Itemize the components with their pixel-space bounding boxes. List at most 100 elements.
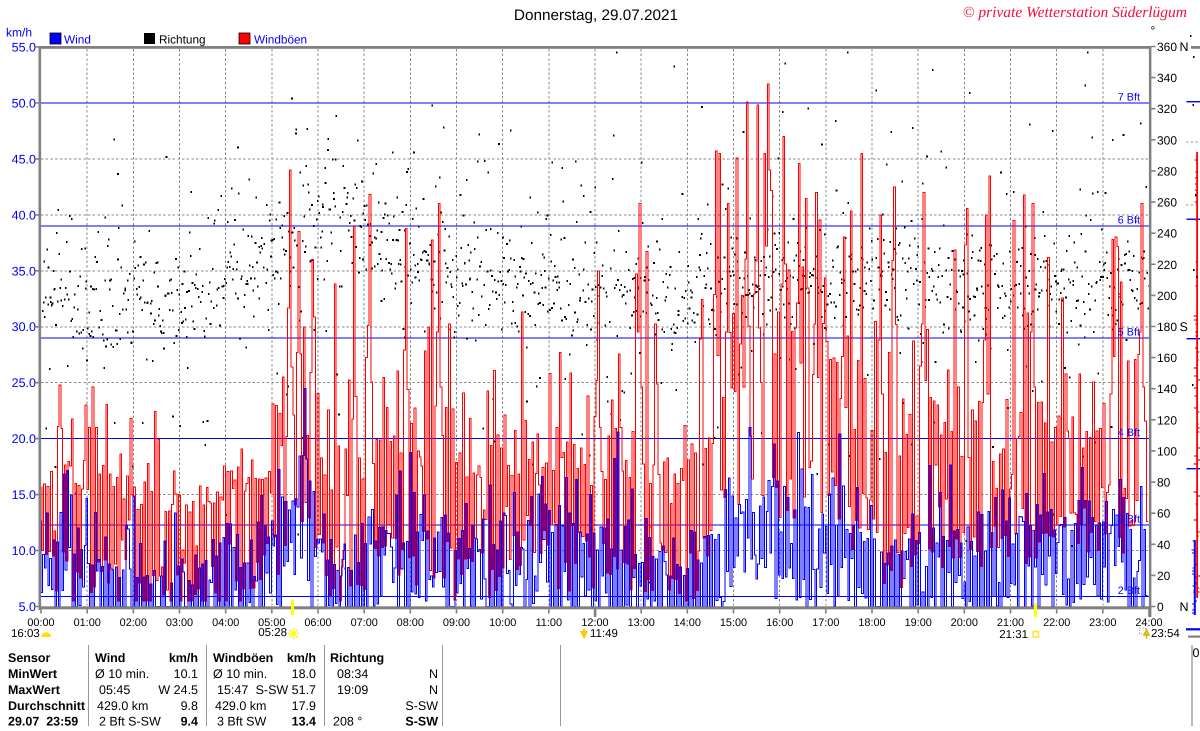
svg-text:© private Wetterstation Süderl: © private Wetterstation Süderlügum [963, 4, 1187, 21]
svg-text:25.0: 25.0 [12, 376, 36, 390]
svg-text:03:00: 03:00 [166, 617, 193, 629]
svg-text:7 Bft: 7 Bft [1118, 92, 1140, 104]
svg-text:Ø 10 min.: Ø 10 min. [95, 667, 149, 681]
svg-text:10.0: 10.0 [12, 544, 36, 558]
svg-text:15:00: 15:00 [720, 617, 747, 629]
svg-text:429.0 km: 429.0 km [215, 699, 266, 713]
svg-text:S-SW 51.7: S-SW 51.7 [256, 683, 316, 697]
svg-text:18.0: 18.0 [292, 667, 316, 681]
svg-text:06:00: 06:00 [304, 617, 331, 629]
svg-text:60: 60 [1157, 507, 1171, 521]
svg-text:00: 00 [1193, 646, 1200, 660]
svg-text:km/h: km/h [6, 26, 32, 40]
svg-text:MaxWert: MaxWert [8, 683, 61, 697]
svg-text:120: 120 [1157, 413, 1177, 427]
svg-text:MinWert: MinWert [8, 667, 58, 681]
svg-text:15.0: 15.0 [12, 488, 36, 502]
svg-text:280: 280 [1157, 164, 1177, 178]
svg-text:23:54: 23:54 [1151, 628, 1180, 640]
svg-text:S-SW: S-SW [405, 715, 438, 727]
svg-text:40.0: 40.0 [12, 208, 36, 222]
svg-text:0: 0 [1157, 600, 1164, 614]
svg-text:N: N [1180, 600, 1189, 614]
svg-text:30.0: 30.0 [12, 320, 36, 334]
svg-text:2 Bft: 2 Bft [1118, 585, 1140, 597]
svg-text:35.0: 35.0 [12, 264, 36, 278]
svg-text:320: 320 [1157, 102, 1177, 116]
svg-text:Donnerstag, 29.07.2021: Donnerstag, 29.07.2021 [514, 7, 678, 24]
svg-text:6 Bft: 6 Bft [1118, 215, 1140, 227]
svg-text:22:00: 22:00 [1043, 617, 1070, 629]
svg-text:Richtung: Richtung [330, 651, 384, 665]
svg-text:16:03: 16:03 [11, 628, 40, 640]
svg-text:Ø 10 min.: Ø 10 min. [213, 667, 267, 681]
svg-text:240: 240 [1157, 227, 1177, 241]
svg-text:200: 200 [1157, 289, 1177, 303]
svg-text:5.0: 5.0 [19, 600, 36, 614]
svg-text:17.9: 17.9 [292, 699, 316, 713]
svg-text:Richtung: Richtung [159, 33, 206, 47]
svg-text:02:00: 02:00 [120, 617, 147, 629]
svg-text:15:47: 15:47 [217, 683, 248, 697]
svg-text:16:00: 16:00 [766, 617, 793, 629]
svg-text:220: 220 [1157, 258, 1177, 272]
svg-text:429.0 km: 429.0 km [97, 699, 148, 713]
svg-text:360: 360 [1157, 40, 1177, 54]
svg-text:29.07 23:59: 29.07 23:59 [8, 715, 78, 727]
svg-text:180: 180 [1157, 320, 1177, 334]
svg-text:°: ° [1151, 24, 1156, 38]
svg-text:300: 300 [1157, 133, 1177, 147]
svg-text:140: 140 [1157, 382, 1177, 396]
svg-text:80: 80 [1157, 476, 1171, 490]
svg-text:45.0: 45.0 [12, 152, 36, 166]
svg-text:260: 260 [1157, 196, 1177, 210]
svg-text:km/h: km/h [287, 651, 316, 665]
svg-text:07:00: 07:00 [351, 617, 378, 629]
svg-text:10.1: 10.1 [174, 667, 198, 681]
svg-text:208 °: 208 ° [333, 715, 362, 727]
svg-text:19:00: 19:00 [905, 617, 932, 629]
svg-text:21:00: 21:00 [997, 617, 1024, 629]
svg-text:5 Bft: 5 Bft [1118, 326, 1140, 338]
svg-text:55.0: 55.0 [12, 41, 36, 55]
svg-text:Windböen: Windböen [254, 33, 307, 47]
svg-text:9.8: 9.8 [181, 699, 198, 713]
svg-text:10:00: 10:00 [489, 617, 516, 629]
svg-text:N: N [1180, 40, 1189, 54]
svg-text:20:00: 20:00 [951, 617, 978, 629]
svg-text:14:00: 14:00 [674, 617, 701, 629]
svg-text:340: 340 [1157, 71, 1177, 85]
svg-text:160: 160 [1157, 351, 1177, 365]
svg-text:40: 40 [1157, 538, 1171, 552]
svg-text:20: 20 [1157, 569, 1171, 583]
svg-text:19:09: 19:09 [337, 683, 368, 697]
svg-text:50.0: 50.0 [12, 97, 36, 111]
svg-text:21:31: 21:31 [999, 629, 1028, 641]
svg-text:Sensor: Sensor [8, 651, 51, 665]
svg-text:17:00: 17:00 [812, 617, 839, 629]
svg-text:08:00: 08:00 [397, 617, 424, 629]
svg-text:20.0: 20.0 [12, 432, 36, 446]
svg-text:N: N [429, 667, 438, 681]
svg-text:05:45: 05:45 [99, 683, 130, 697]
svg-text:01:00: 01:00 [74, 617, 101, 629]
svg-text:Wind: Wind [95, 651, 125, 665]
svg-text:N: N [429, 683, 438, 697]
svg-text:18:00: 18:00 [858, 617, 885, 629]
svg-text:W 24.5: W 24.5 [158, 683, 198, 697]
svg-text:Durchschnitt: Durchschnitt [8, 699, 86, 713]
svg-text:Windböen: Windböen [213, 651, 273, 665]
svg-text:04:00: 04:00 [212, 617, 239, 629]
svg-text:13:00: 13:00 [628, 617, 655, 629]
svg-text:km/h: km/h [169, 651, 198, 665]
svg-text:09:00: 09:00 [443, 617, 470, 629]
svg-text:Wind: Wind [64, 33, 91, 47]
svg-text:23:00: 23:00 [1089, 617, 1116, 629]
svg-text:S: S [1180, 320, 1188, 334]
svg-text:4 Bft: 4 Bft [1118, 427, 1140, 439]
svg-text:11:49: 11:49 [590, 628, 618, 640]
svg-text:13.4: 13.4 [292, 715, 316, 727]
svg-text:2 Bft S-SW: 2 Bft S-SW [99, 715, 161, 727]
svg-text:S-SW: S-SW [405, 699, 438, 713]
svg-text:9.4: 9.4 [181, 715, 198, 727]
